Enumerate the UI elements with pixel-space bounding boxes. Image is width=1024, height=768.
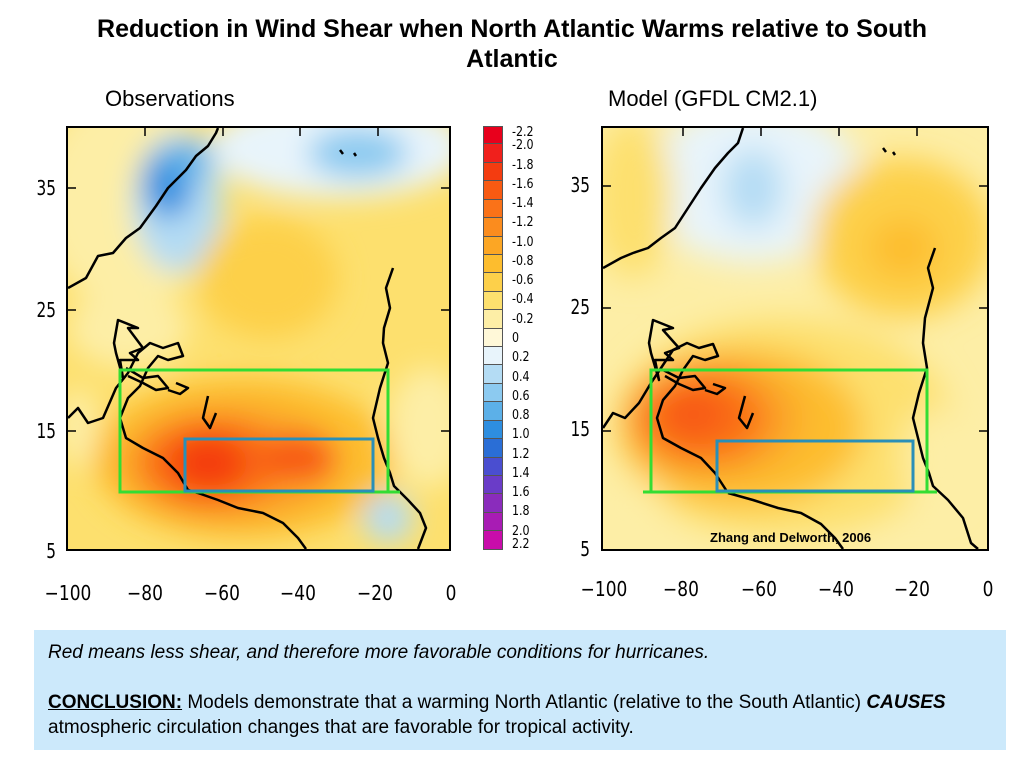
colorbar-label: 0 [512,331,520,346]
colorbar-swatch [483,439,503,458]
colorbar-label: 1.4 [512,465,530,481]
observations-map [66,126,451,551]
colorbar-label: -2.2 [512,125,534,140]
title-line-2: Atlantic [466,45,558,73]
conclusion-text-2: atmospheric circulation changes that are… [48,717,634,738]
colorbar-swatch [483,236,503,255]
colorbar-label: -0.2 [512,311,534,327]
conclusion-label: CONCLUSION: [48,692,183,713]
model-label: Model (GFDL CM2.1) [608,86,818,111]
x-tick-minus80-left: −80 [127,581,163,605]
note-line-1: Red means less shear, and therefore more… [48,642,710,663]
colorbar-swatch [483,144,503,163]
colorbar-label: -1.4 [512,196,534,212]
colorbar-swatch [483,162,503,182]
colorbar-swatch [483,254,503,274]
colorbar-swatch [483,328,503,348]
x-tick-minus40-left: −40 [280,581,316,605]
colorbar-label: 0.8 [512,408,530,424]
colorbar-label: 1.0 [512,427,530,443]
y-tick-25-right: 25 [570,295,590,319]
colorbar-swatch [483,273,503,292]
y-tick-25-left: 25 [36,298,56,322]
colorbar-swatch [483,402,503,421]
colorbar-swatch [483,512,503,532]
colorbar-swatch [483,181,503,200]
colorbar-swatch [483,494,503,513]
title-line-1: Reduction in Wind Shear when North Atlan… [97,15,927,43]
colorbar-swatch [483,199,503,219]
y-tick-15-right: 15 [570,417,590,441]
model-map [601,126,989,551]
y-tick-15-left: 15 [36,419,56,443]
y-tick-35-left: 35 [36,176,56,200]
x-tick-minus20-right: −20 [894,577,930,601]
credit-text: Zhang and Delworth, 2006 [710,530,872,545]
y-tick-5-left: 5 [46,539,56,563]
colorbar-label: 1.6 [512,485,530,501]
x-tick-minus60-left: −60 [204,581,240,605]
x-tick-0-left: 0 [445,581,457,605]
x-tick-minus100-right: −100 [580,577,628,601]
x-tick-minus60-right: −60 [741,577,777,601]
y-tick-35-right: 35 [570,173,590,197]
colorbar-label: -1.0 [512,234,534,250]
y-tick-5-right: 5 [580,537,590,561]
colorbar-swatch [483,420,503,440]
x-tick-minus100-left: −100 [44,581,92,605]
colorbar-label: -0.8 [512,253,534,269]
colorbar-label: -2.0 [512,138,534,154]
colorbar-label: -1.2 [512,215,534,231]
colorbar-label: -1.8 [512,157,534,173]
x-tick-minus20-left: −20 [357,581,393,605]
colorbar-label: -1.6 [512,176,534,192]
colorbar-swatch [483,218,503,237]
x-tick-minus40-right: −40 [818,577,854,601]
colorbar [483,126,503,550]
observations-label: Observations [105,86,235,111]
colorbar-label: -0.6 [512,273,534,289]
causes-word: CAUSES [866,692,946,713]
colorbar-label: 0.4 [512,369,530,385]
colorbar-label: -0.4 [512,292,534,308]
x-tick-minus80-right: −80 [663,577,699,601]
conclusion-box: Red means less shear, and therefore more… [34,630,1006,750]
colorbar-label: 0.2 [512,350,530,366]
colorbar-swatch [483,365,503,384]
colorbar-label: 2.2 [512,537,530,552]
colorbar-label: 2.0 [512,523,530,539]
page-title: Reduction in Wind Shear when North Atlan… [0,14,1024,74]
x-tick-0-right: 0 [982,577,994,601]
colorbar-swatch [483,347,503,366]
colorbar-label: 1.2 [512,446,530,462]
colorbar-swatch [483,383,503,403]
colorbar-label: 0.6 [512,388,530,404]
colorbar-swatch [483,457,503,477]
colorbar-swatch [483,310,503,329]
colorbar-swatch [483,126,503,145]
conclusion-text-1: Models demonstrate that a warming North … [182,692,867,713]
colorbar-swatch [483,291,503,311]
colorbar-swatch [483,531,503,550]
colorbar-swatch [483,476,503,495]
conclusion-paragraph: CONCLUSION: Models demonstrate that a wa… [48,690,992,740]
colorbar-label: 1.8 [512,504,530,520]
